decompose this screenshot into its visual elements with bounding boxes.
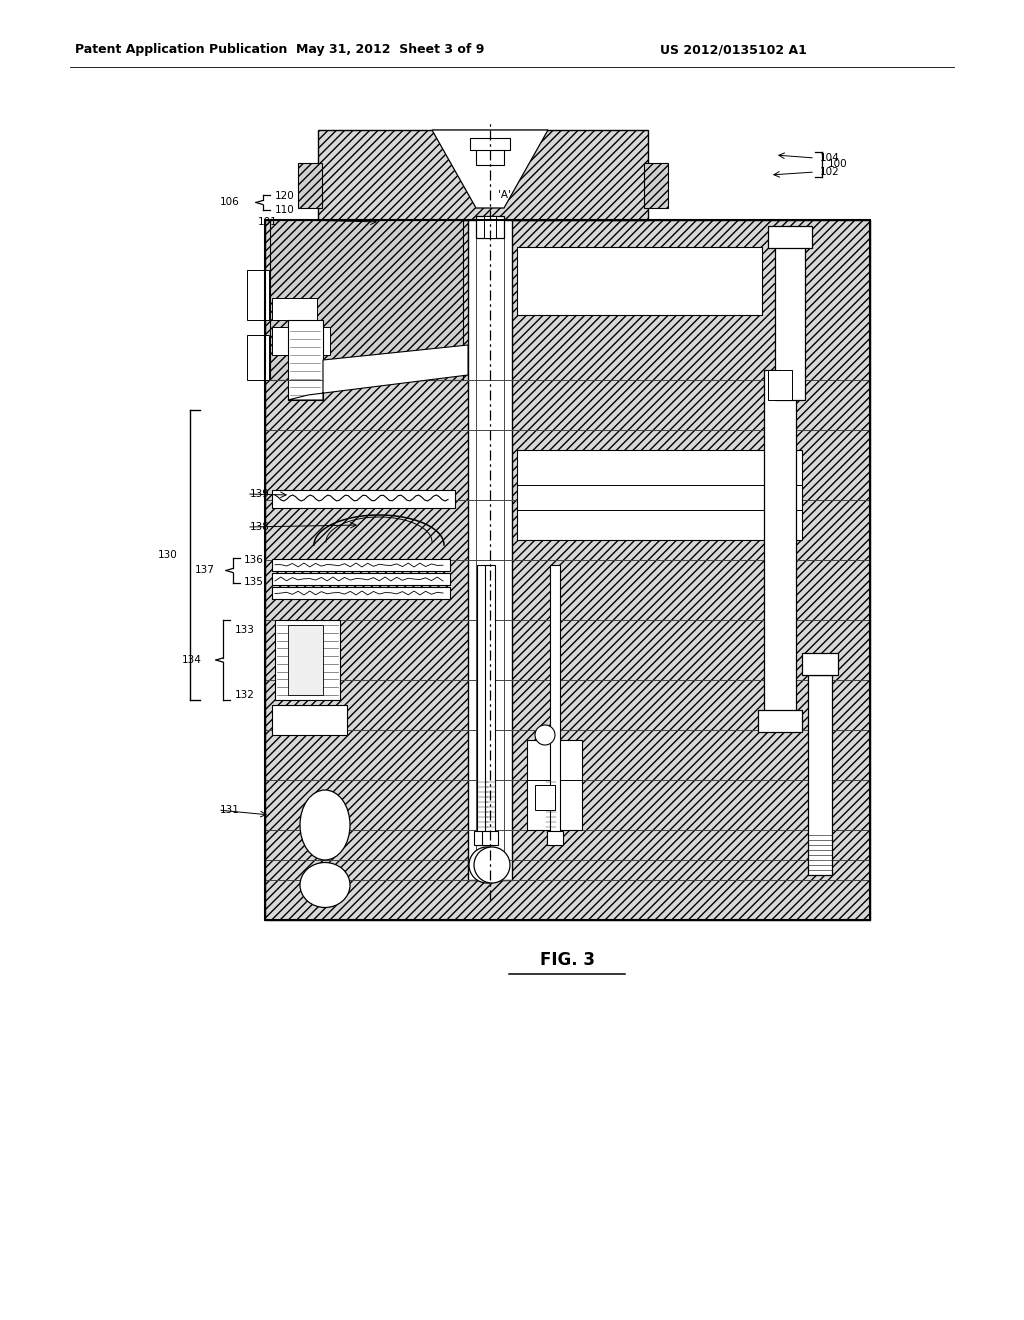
Bar bbox=[485, 565, 495, 845]
Text: 104: 104 bbox=[820, 153, 840, 162]
Bar bbox=[272, 490, 455, 508]
Bar bbox=[247, 271, 269, 319]
Bar bbox=[272, 587, 450, 599]
Bar bbox=[272, 558, 450, 572]
Bar bbox=[270, 220, 463, 380]
Text: 132: 132 bbox=[234, 690, 255, 700]
Bar bbox=[474, 832, 490, 845]
Circle shape bbox=[535, 725, 555, 744]
Bar bbox=[476, 216, 504, 238]
Bar bbox=[272, 327, 330, 355]
Polygon shape bbox=[288, 345, 468, 400]
Bar bbox=[265, 220, 870, 920]
Bar bbox=[288, 319, 323, 400]
Text: 134: 134 bbox=[182, 655, 202, 665]
Text: 110: 110 bbox=[275, 205, 295, 215]
Text: 101: 101 bbox=[258, 216, 278, 227]
Text: 137: 137 bbox=[196, 565, 215, 576]
Bar bbox=[482, 832, 498, 845]
Text: 138: 138 bbox=[250, 521, 270, 532]
Text: 100: 100 bbox=[828, 158, 848, 169]
Text: 'A': 'A' bbox=[498, 190, 511, 201]
Bar bbox=[644, 162, 668, 209]
Bar bbox=[802, 653, 838, 675]
Bar bbox=[288, 624, 323, 696]
Bar bbox=[275, 620, 340, 700]
Text: 133: 133 bbox=[234, 624, 255, 635]
Bar bbox=[517, 247, 762, 315]
Circle shape bbox=[469, 847, 505, 883]
Bar bbox=[768, 370, 792, 400]
Text: Patent Application Publication: Patent Application Publication bbox=[75, 44, 288, 57]
Bar bbox=[272, 705, 347, 735]
Text: 135: 135 bbox=[244, 577, 264, 587]
Text: 102: 102 bbox=[820, 168, 840, 177]
Text: 136: 136 bbox=[244, 554, 264, 565]
Bar bbox=[775, 246, 805, 400]
Circle shape bbox=[474, 847, 510, 883]
Bar bbox=[247, 335, 269, 380]
Polygon shape bbox=[432, 129, 548, 209]
Text: 131: 131 bbox=[220, 805, 240, 814]
Bar bbox=[272, 573, 450, 585]
Bar bbox=[527, 741, 582, 830]
Text: May 31, 2012  Sheet 3 of 9: May 31, 2012 Sheet 3 of 9 bbox=[296, 44, 484, 57]
Bar bbox=[468, 220, 512, 880]
Bar bbox=[547, 832, 563, 845]
Ellipse shape bbox=[300, 789, 350, 861]
Bar bbox=[808, 675, 831, 875]
Text: 106: 106 bbox=[220, 197, 240, 207]
Bar bbox=[517, 247, 762, 315]
Bar bbox=[298, 162, 322, 209]
Bar bbox=[272, 298, 317, 319]
Bar bbox=[477, 565, 487, 845]
Bar bbox=[318, 129, 648, 220]
Bar bbox=[484, 216, 496, 238]
Text: US 2012/0135102 A1: US 2012/0135102 A1 bbox=[660, 44, 807, 57]
Text: 120: 120 bbox=[275, 191, 295, 201]
Bar bbox=[265, 220, 870, 920]
Bar bbox=[470, 139, 510, 150]
Bar bbox=[476, 147, 504, 165]
Ellipse shape bbox=[300, 862, 350, 908]
Text: FIG. 3: FIG. 3 bbox=[540, 950, 595, 969]
Bar bbox=[758, 710, 802, 733]
Bar bbox=[764, 370, 796, 730]
Bar bbox=[768, 226, 812, 248]
Bar bbox=[550, 565, 560, 845]
Text: 139: 139 bbox=[250, 488, 270, 499]
Bar bbox=[517, 450, 802, 540]
Text: 130: 130 bbox=[159, 550, 178, 560]
Bar bbox=[535, 785, 555, 810]
